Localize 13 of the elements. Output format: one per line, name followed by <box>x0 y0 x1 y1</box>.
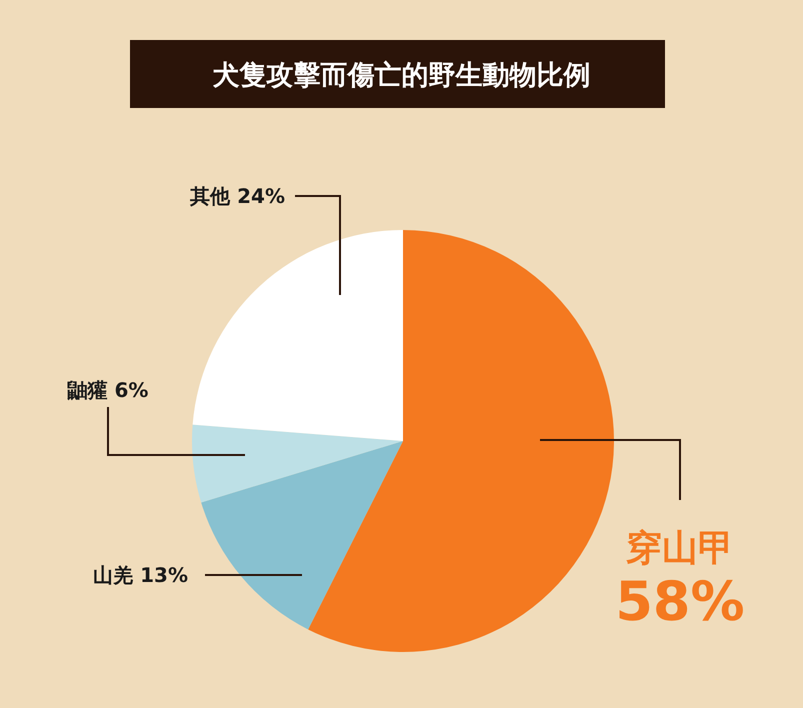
data-label: 13% <box>140 563 188 587</box>
chart-title: 犬隻攻擊而傷亡的野生動物比例 <box>212 60 590 91</box>
pie-slice <box>308 230 614 652</box>
pie-slice <box>192 230 403 441</box>
slice-label: 其他 <box>190 184 230 208</box>
slice-label: 穿山甲 <box>626 528 734 569</box>
data-label: 58% <box>615 570 745 633</box>
pie-slice <box>201 441 403 630</box>
pie-slice <box>192 424 403 502</box>
data-label: 24% <box>237 184 285 208</box>
data-label: 6% <box>114 378 148 402</box>
slice-label: 山羌 <box>93 563 134 587</box>
slice-label: 鼬獾 <box>68 378 108 402</box>
